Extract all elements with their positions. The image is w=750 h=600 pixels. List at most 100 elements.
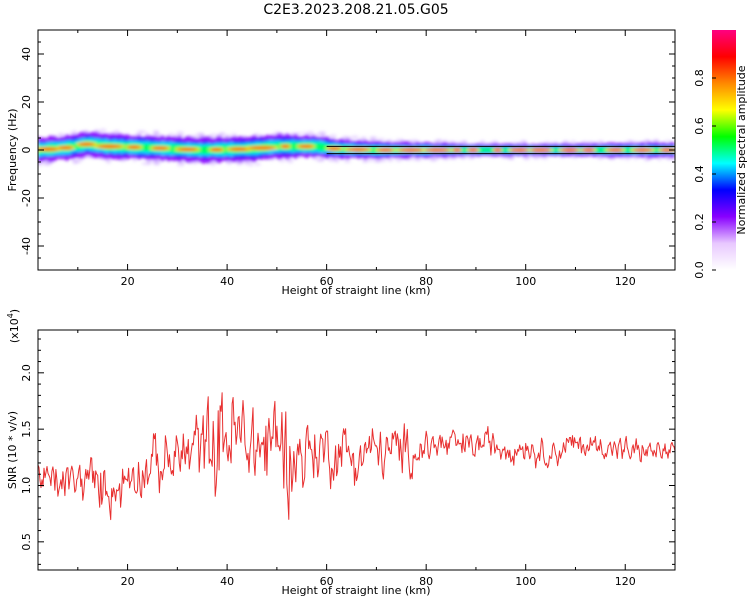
speckle [209,134,214,138]
speckle [531,156,539,159]
speckle [413,158,421,162]
hot-core [298,145,314,148]
speckle [387,157,394,161]
hot-core [280,145,290,148]
speckle [295,131,302,136]
y-tick-label: -40 [20,237,33,255]
speckle [218,132,226,136]
speckle [235,160,244,166]
colorbar-gradient [712,30,736,270]
colorbar-ticks: 0.0 0.2 0.4 0.6 0.8 [693,69,716,279]
speckle [570,140,576,145]
speckle [306,130,314,135]
heatmap-layer [38,128,675,167]
speckle [480,139,485,145]
colorbar-label: Normalized spectral amplitude [735,65,748,234]
hot-core [633,148,653,152]
hot-core [607,148,623,152]
speckle [395,157,403,162]
snr-xlabel: Height of straight line (km) [281,584,430,597]
snr-plot-area [38,392,675,521]
x-tick-label: 20 [121,275,135,288]
y-tick-label: 0.5 [20,533,33,551]
hot-core [177,147,198,151]
speckle [249,162,254,167]
reference-lines [326,145,675,155]
snr-scale-exponent: 4 [6,313,15,318]
y-tick-label: -20 [20,189,33,207]
x-tick-label: 120 [615,275,636,288]
speckle [176,131,184,136]
speckle [136,130,143,135]
figure-title: C2E3.2023.208.21.05.G05 [263,2,448,18]
speckle [456,141,463,145]
speckle [254,162,261,166]
hot-core [493,148,502,152]
speckle [668,156,675,161]
y-tick-label: 20 [20,95,33,109]
speckle [71,159,78,163]
y-tick-label: 0 [20,147,33,154]
speckle [411,139,419,143]
hot-core [452,148,462,152]
hot-core [152,146,169,150]
speckle [385,139,392,142]
speckle [404,158,412,161]
speckle [377,137,386,142]
speckle [225,161,232,164]
hot-core [530,148,551,152]
colorbar-tick-label: 0.4 [693,165,706,183]
y-tick-label: 1.5 [20,420,33,438]
speckle [278,159,286,163]
speckle [469,155,476,159]
spectrogram-ylabel: Frequency (Hz) [6,109,19,192]
x-tick-label: 120 [615,575,636,588]
speckle [361,159,368,163]
y-tick-label: 1.0 [20,477,33,495]
snr-axes: 20 40 60 80 100 120 0.5 1.0 1.5 2.0 [20,330,676,588]
hot-core [58,146,73,150]
speckle [596,155,604,160]
colorbar-tick-label: 0.0 [693,261,706,279]
speckle [343,160,351,164]
x-tick-label: 60 [320,275,334,288]
hot-core [78,142,95,146]
speckle [152,131,160,136]
speckle [351,135,359,140]
snr-series-line [38,392,675,521]
speckle [244,162,251,166]
hot-core [660,148,675,152]
colorbar-tick-label: 0.2 [693,213,706,231]
colorbar-tick-label: 0.6 [693,117,706,135]
speckle [321,132,326,137]
speckle [329,134,338,139]
speckle [540,155,549,160]
speckle [132,157,138,162]
hot-core [127,145,141,149]
speckle [301,131,308,135]
x-tick-label: 80 [419,575,433,588]
speckle [76,158,84,161]
x-tick-label: 100 [515,275,536,288]
speckle [430,156,439,162]
hot-core [560,148,579,152]
x-tick-label: 100 [515,575,536,588]
speckle [99,128,107,133]
speckle [664,139,672,143]
snr-ylabel: SNR (10 * v/v) [6,411,19,489]
speckle [146,161,151,166]
hot-core [346,148,370,151]
spectrogram-panel: 20 40 60 80 100 120 -40 -20 0 20 40 Height of stra… [6,29,676,297]
x-tick-label: 40 [220,275,234,288]
speckle [381,158,387,163]
speckle [334,158,340,163]
x-tick-label: 20 [121,575,135,588]
x-tick-label: 40 [220,575,234,588]
colorbar: 0.0 0.2 0.4 0.6 0.8 Normalized spectral ampl… [693,30,748,279]
hot-core [467,148,479,152]
hot-core [377,148,394,152]
y-tick-label: 2.0 [20,364,33,382]
speckle [69,131,76,134]
speckle [450,156,458,160]
